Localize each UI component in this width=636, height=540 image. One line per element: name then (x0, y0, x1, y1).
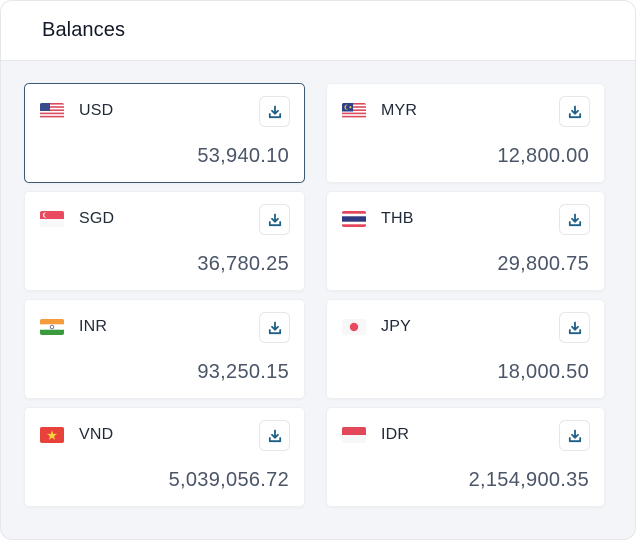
balance-card-thb[interactable]: THB 29,800.75 (326, 191, 605, 291)
currency-code: INR (79, 318, 108, 335)
balance-amount: 12,800.00 (497, 145, 589, 167)
currency-code: VND (79, 426, 114, 443)
panel-header: Balances (1, 1, 635, 61)
download-button-vnd[interactable] (259, 420, 290, 451)
download-button-usd[interactable] (259, 96, 290, 127)
currency-code: SGD (79, 210, 115, 227)
balance-amount: 93,250.15 (197, 361, 289, 383)
download-button-inr[interactable] (259, 312, 290, 343)
balance-amount: 29,800.75 (497, 253, 589, 275)
balance-amount: 5,039,056.72 (168, 469, 289, 491)
in-flag-icon (40, 319, 64, 335)
download-button-myr[interactable] (559, 96, 590, 127)
th-flag-icon (342, 211, 366, 227)
download-icon (268, 213, 281, 226)
download-icon (268, 321, 281, 334)
currency-code: MYR (381, 102, 418, 119)
download-icon (568, 321, 581, 334)
balance-card-myr[interactable]: MYR 12,800.00 (326, 83, 605, 183)
balance-card-idr[interactable]: IDR 2,154,900.35 (326, 407, 605, 507)
balance-card-vnd[interactable]: VND 5,039,056.72 (24, 407, 305, 507)
download-button-idr[interactable] (559, 420, 590, 451)
balance-card-sgd[interactable]: SGD 36,780.25 (24, 191, 305, 291)
balance-card-inr[interactable]: INR 93,250.15 (24, 299, 305, 399)
currency-code: USD (79, 102, 114, 119)
balance-amount: 53,940.10 (197, 145, 289, 167)
download-icon (568, 105, 581, 118)
download-button-thb[interactable] (559, 204, 590, 235)
currency-code: THB (381, 210, 414, 227)
us-flag-icon (40, 103, 64, 119)
balance-card-usd[interactable]: USD 53,940.10 (24, 83, 305, 183)
jp-flag-icon (342, 319, 366, 335)
balance-card-jpy[interactable]: JPY 18,000.50 (326, 299, 605, 399)
download-icon (268, 105, 281, 118)
balance-amount: 2,154,900.35 (468, 469, 589, 491)
balances-grid: USD 53,940.10 (24, 83, 605, 507)
panel-title: Balances (42, 19, 126, 41)
download-button-jpy[interactable] (559, 312, 590, 343)
sg-flag-icon (40, 211, 64, 227)
balance-amount: 18,000.50 (497, 361, 589, 383)
currency-code: JPY (381, 318, 411, 335)
download-button-sgd[interactable] (259, 204, 290, 235)
download-icon (568, 429, 581, 442)
download-icon (568, 213, 581, 226)
download-icon (268, 429, 281, 442)
currency-code: IDR (381, 426, 410, 443)
balance-amount: 36,780.25 (197, 253, 289, 275)
id-flag-icon (342, 427, 366, 443)
my-flag-icon (342, 103, 366, 119)
vn-flag-icon (40, 427, 64, 443)
